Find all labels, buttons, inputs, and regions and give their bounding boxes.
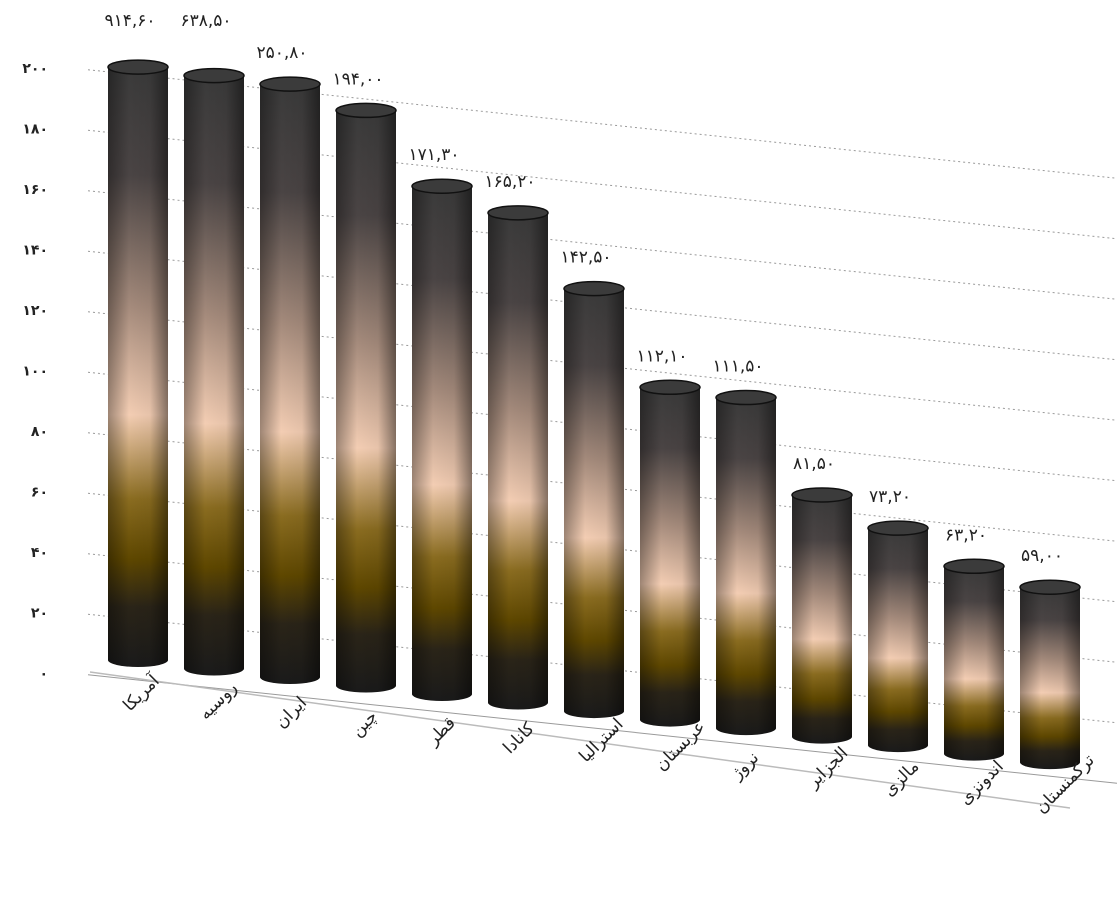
bar	[1019, 579, 1081, 770]
bar-top	[1019, 579, 1081, 595]
bar-shade	[184, 75, 244, 676]
bar	[563, 280, 625, 719]
bar-top	[183, 67, 245, 84]
value-label: ۸۱,۵۰	[793, 454, 835, 474]
y-tick-label: ۶۰	[31, 485, 48, 501]
bar-top	[563, 280, 625, 297]
bar-top	[259, 76, 321, 92]
x-tick-label: مالزی	[879, 757, 923, 801]
bar	[639, 379, 701, 727]
x-tick-label: کانادا	[499, 718, 539, 758]
gridline	[87, 674, 1117, 784]
bar-top	[791, 487, 853, 503]
bar-top	[639, 379, 701, 396]
value-label: ۱۱۱,۵۰	[712, 357, 763, 377]
y-tick-label: ۱۲۰	[22, 303, 48, 319]
y-tick-label: ۲۰	[31, 606, 48, 622]
value-label: ۶۳,۲۰	[945, 525, 987, 545]
bar	[183, 67, 245, 676]
bar-shade	[260, 84, 320, 685]
value-label: ۱۴۲,۵۰	[560, 248, 611, 268]
bar-top	[867, 520, 929, 536]
bar-shade	[412, 186, 472, 702]
value-labels: ۹۱۴,۶۰ ۶۳۸,۵۰ ۲۵۰,۸۰ ۱۹۴,۰۰ ۱۷۱,۳۰ ۱۶۵,۲۰ ۱۴۲,…	[104, 11, 1063, 566]
bar-shade	[640, 387, 700, 727]
x-tick-label: ایران	[271, 693, 311, 733]
bar-top	[715, 389, 777, 406]
value-label: ۱۷۱,۳۰	[408, 145, 459, 165]
x-tick-label: نروژ	[727, 748, 763, 784]
bar-top	[943, 558, 1005, 575]
y-tick-label: ۱۸۰	[22, 122, 48, 138]
value-label: ۵۹,۰۰	[1021, 546, 1063, 566]
y-tick-label: ۱۶۰	[22, 182, 48, 198]
bar	[715, 389, 777, 736]
value-label: ۱۶۵,۲۰	[484, 172, 535, 192]
bar-top	[487, 205, 549, 221]
gridlines	[87, 69, 1117, 809]
bar	[487, 205, 549, 710]
value-label: ۱۱۲,۱۰	[636, 346, 687, 366]
x-tick-label: اندونزی	[955, 757, 1007, 809]
floor-line	[89, 671, 1071, 809]
bar	[943, 558, 1005, 761]
bar	[791, 487, 853, 744]
bar	[107, 59, 169, 668]
y-axis: ۰ ۲۰ ۴۰ ۶۰ ۸۰ ۱۰۰ ۱۲۰ ۱۴۰ ۱۶۰ ۱۸۰ ۲۰۰	[22, 61, 48, 682]
value-label: ۱۹۴,۰۰	[332, 69, 383, 89]
bar	[411, 178, 473, 702]
bar-shade	[108, 67, 168, 668]
y-tick-label: ۸۰	[31, 424, 48, 440]
bar	[867, 520, 929, 753]
bar	[335, 102, 397, 693]
bar-shade	[868, 528, 928, 753]
y-tick-label: ۴۰	[31, 545, 48, 561]
value-label: ۶۳۸,۵۰	[180, 11, 231, 31]
bar-top	[411, 178, 473, 194]
bar-shade	[716, 397, 776, 736]
x-tick-label: آمریکا	[118, 669, 165, 716]
bar-shade	[1020, 587, 1080, 770]
y-tick-label: ۲۰۰	[22, 61, 48, 77]
value-label: ۲۵۰,۸۰	[256, 43, 307, 63]
bars	[107, 59, 1081, 770]
bar-shade	[564, 288, 624, 719]
y-tick-label: ۱۴۰	[22, 243, 48, 259]
bar-top	[335, 102, 397, 119]
value-label: ۷۳,۲۰	[869, 487, 911, 507]
bar-shade	[944, 566, 1004, 761]
bar	[259, 76, 321, 685]
bar-shade	[792, 495, 852, 744]
x-tick-label: روسیه	[195, 678, 241, 724]
bar-shade	[488, 212, 548, 710]
y-tick-label: ۱۰۰	[22, 364, 48, 380]
y-tick-label: ۰	[39, 666, 48, 682]
value-label: ۹۱۴,۶۰	[104, 11, 155, 31]
bar-top	[107, 59, 169, 75]
bar-shade	[336, 110, 396, 693]
